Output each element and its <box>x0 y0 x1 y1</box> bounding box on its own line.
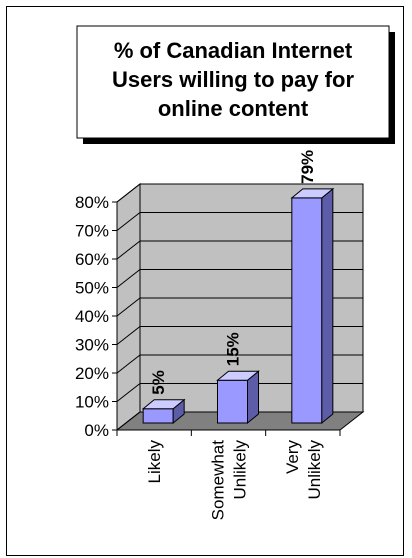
data-label: 5% <box>149 370 168 395</box>
gridline <box>116 383 363 402</box>
y-tick-label: 60% <box>75 250 109 269</box>
x-axis: Likely Somewhat Unlikely Very Unlikely <box>116 429 341 521</box>
bar-2 <box>216 370 260 425</box>
bars <box>141 187 335 425</box>
y-axis: 0% 10% 20% 30% 40% 50% 60% 70% 80% <box>75 193 118 440</box>
bar-top <box>290 188 335 199</box>
gridline <box>116 326 363 345</box>
y-tick-label: 40% <box>75 307 109 326</box>
x-category-label: Unlikely <box>305 440 324 500</box>
data-labels: 5% 15% 79% <box>149 150 317 395</box>
x-category-label: Very <box>283 440 302 475</box>
y-tick-label: 0% <box>84 421 109 440</box>
gridline <box>116 269 363 288</box>
gridline <box>116 212 363 231</box>
y-tick-label: 30% <box>75 336 109 355</box>
title-line-3: online content <box>158 96 309 121</box>
gridline <box>116 411 363 431</box>
x-category-label: Unlikely <box>231 440 250 500</box>
y-tick-label: 70% <box>75 222 109 241</box>
title-line-2: Users willing to pay for <box>112 67 354 92</box>
gridline <box>116 354 363 374</box>
title-line-1: % of Canadian Internet <box>114 38 353 63</box>
bar-front <box>291 197 323 424</box>
x-category-label: Likely <box>145 440 164 484</box>
y-tick-label: 10% <box>75 393 109 412</box>
chart-title: % of Canadian Internet Users willing to p… <box>112 38 354 121</box>
title-box <box>76 25 390 139</box>
y-tick-label: 50% <box>75 279 109 298</box>
bar-1 <box>141 398 186 425</box>
bar-front <box>142 408 174 424</box>
bar-top <box>141 399 186 410</box>
data-label: 15% <box>224 332 243 366</box>
gridline <box>116 240 363 260</box>
x-category-label: Somewhat <box>209 440 228 521</box>
y-tick-label: 20% <box>75 364 109 383</box>
gridline <box>116 183 363 203</box>
gridline <box>116 297 363 317</box>
data-label: 79% <box>298 150 317 184</box>
bar-top <box>216 370 260 381</box>
bar-side <box>321 187 334 425</box>
bar-3 <box>290 187 335 425</box>
y-tick-label: 80% <box>75 193 109 212</box>
grid-lines <box>116 183 363 431</box>
bar-front <box>217 379 248 424</box>
